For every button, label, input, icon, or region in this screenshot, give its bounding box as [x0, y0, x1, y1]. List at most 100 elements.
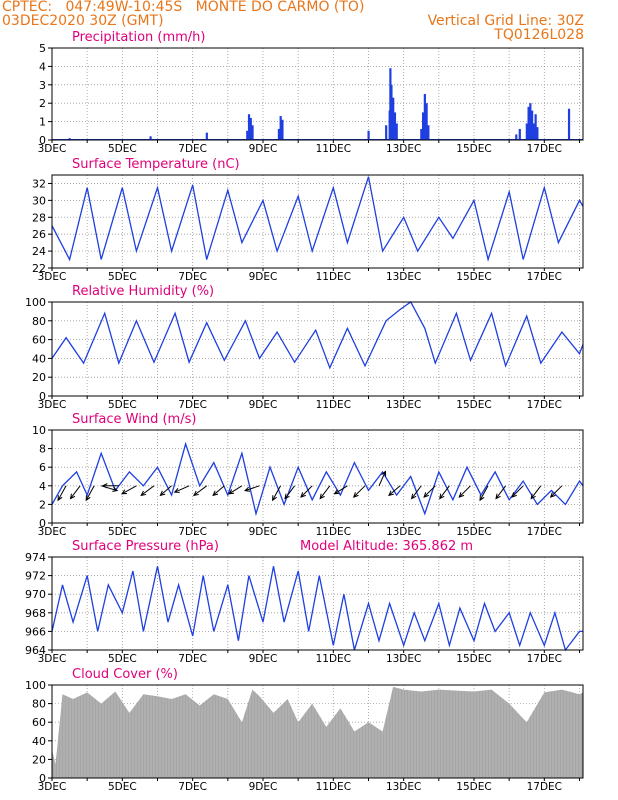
- x-tick-label: 3DEC: [38, 781, 67, 793]
- precip-panel: 0 1 2 3 4 5 3DEC 5DEC 7DEC 9DEC 11DEC 13DEC 15DEC 17D…: [38, 30, 584, 155]
- x-tick-label: 15DEC: [456, 526, 491, 538]
- y-tick-label: 30: [32, 194, 46, 207]
- x-tick-label: 13DEC: [386, 653, 421, 665]
- precip-bar: [205, 132, 208, 140]
- wind-arrow-head: [333, 489, 340, 495]
- plot-frame: [51, 556, 584, 651]
- y-tick-label: 0: [39, 134, 46, 147]
- wind-arrow-head: [212, 490, 219, 497]
- y-tick-label: 5: [39, 42, 46, 55]
- press-series-line: [51, 566, 583, 652]
- y-tick-label: 972: [25, 570, 46, 583]
- precip-bar: [385, 125, 388, 140]
- x-tick-label: 5DEC: [108, 143, 137, 155]
- wind-arrow-head: [57, 495, 63, 502]
- wind-arrow: [423, 485, 436, 498]
- y-tick-label: 10: [32, 424, 46, 437]
- precip-bar: [393, 112, 397, 140]
- wind-arrow: [174, 485, 190, 493]
- x-tick-label: 17DEC: [527, 143, 562, 155]
- y-tick-label: 3: [39, 79, 46, 92]
- precip-bar: [249, 117, 252, 140]
- wind-arrow: [160, 485, 172, 496]
- x-tick-label: 11DEC: [316, 653, 351, 665]
- y-tick-label: 80: [32, 315, 46, 328]
- temp-series-line: [51, 176, 584, 262]
- x-tick-label: 11DEC: [316, 271, 351, 283]
- wind-arrow-head: [101, 483, 108, 489]
- humidity-panel: 0 20 40 60 80 100 3DEC 5DEC 7DEC 9DEC 11DEC 13DEC 15…: [25, 284, 584, 411]
- x-tick-label: 3DEC: [38, 526, 67, 538]
- x-tick-label: 3DEC: [38, 271, 67, 283]
- x-tick-label: 7DEC: [178, 271, 207, 283]
- plot-frame: [51, 301, 584, 397]
- panel-title: Cloud Cover (%): [72, 667, 178, 682]
- x-tick-label: 17DEC: [527, 271, 562, 283]
- precip-bar: [527, 106, 530, 140]
- precip-bar: [247, 114, 251, 140]
- wind-arrow-head: [439, 493, 445, 500]
- x-tick-label: 3DEC: [38, 653, 67, 665]
- wind-arrow: [530, 485, 542, 499]
- wind-arrow: [378, 471, 386, 487]
- wind-panel: 0 2 4 6 8 10 3DEC 5DEC 7DEC 9DEC 11DEC 13DEC 15DEC 17…: [32, 412, 584, 538]
- y-tick-label: 100: [25, 296, 46, 309]
- wind-arrow-head: [495, 493, 501, 500]
- y-tick-label: 40: [32, 735, 46, 748]
- plot-frame: [51, 47, 584, 141]
- y-tick-label: 20: [32, 371, 46, 384]
- x-tick-label: 3DEC: [38, 143, 67, 155]
- y-tick-label: 28: [32, 211, 46, 224]
- precip-bar: [367, 130, 370, 140]
- x-tick-label: 9DEC: [249, 399, 278, 411]
- wind-arrow: [193, 485, 208, 496]
- y-tick-label: 4: [39, 480, 46, 493]
- precip-bar: [395, 123, 398, 140]
- x-tick-label: 9DEC: [249, 653, 278, 665]
- wind-arrow: [458, 485, 471, 498]
- wind-arrow: [57, 485, 67, 501]
- wind-series-line: [51, 441, 584, 517]
- wind-arrow: [479, 485, 489, 501]
- precip-bar: [525, 123, 528, 140]
- x-tick-label: 5DEC: [108, 526, 137, 538]
- x-tick-label: 15DEC: [456, 653, 491, 665]
- x-tick-label: 15DEC: [456, 271, 491, 283]
- wind-arrow: [550, 485, 563, 498]
- x-tick-label: 3DEC: [38, 399, 67, 411]
- wind-arrow-head: [458, 492, 465, 498]
- plot-frame: [51, 174, 584, 269]
- x-tick-label: 15DEC: [456, 781, 491, 793]
- wind-arrow: [353, 485, 366, 498]
- x-tick-label: 7DEC: [178, 399, 207, 411]
- y-tick-label: 20: [32, 753, 46, 766]
- x-tick-label: 17DEC: [527, 781, 562, 793]
- x-tick-label: 15DEC: [456, 399, 491, 411]
- precip-bar: [149, 136, 152, 140]
- precip-bar: [567, 108, 571, 140]
- x-tick-label: 13DEC: [386, 781, 421, 793]
- wind-arrow: [495, 485, 507, 499]
- precip-bar: [390, 84, 393, 140]
- panel-subtitle: Model Altitude: 365.862 m: [300, 539, 473, 554]
- x-tick-label: 13DEC: [386, 526, 421, 538]
- model-code: TQ0126L028: [494, 27, 584, 43]
- wind-arrow: [244, 485, 260, 492]
- y-tick-label: 970: [25, 588, 46, 601]
- precip-bar: [536, 127, 539, 140]
- precip-bar: [531, 110, 534, 140]
- x-tick-label: 7DEC: [178, 781, 207, 793]
- wind-arrow: [411, 485, 422, 499]
- x-tick-label: 9DEC: [249, 271, 278, 283]
- y-tick-label: 60: [32, 334, 46, 347]
- wind-arrow: [85, 485, 95, 501]
- precip-bar: [423, 94, 426, 140]
- wind-arrow-head: [159, 490, 166, 497]
- wind-arrow-head: [381, 470, 387, 477]
- wind-arrow-head: [511, 492, 517, 498]
- precip-bar: [518, 128, 521, 140]
- wind-arrow-head: [243, 486, 251, 492]
- y-tick-label: 0: [39, 772, 46, 785]
- x-tick-label: 7DEC: [178, 526, 207, 538]
